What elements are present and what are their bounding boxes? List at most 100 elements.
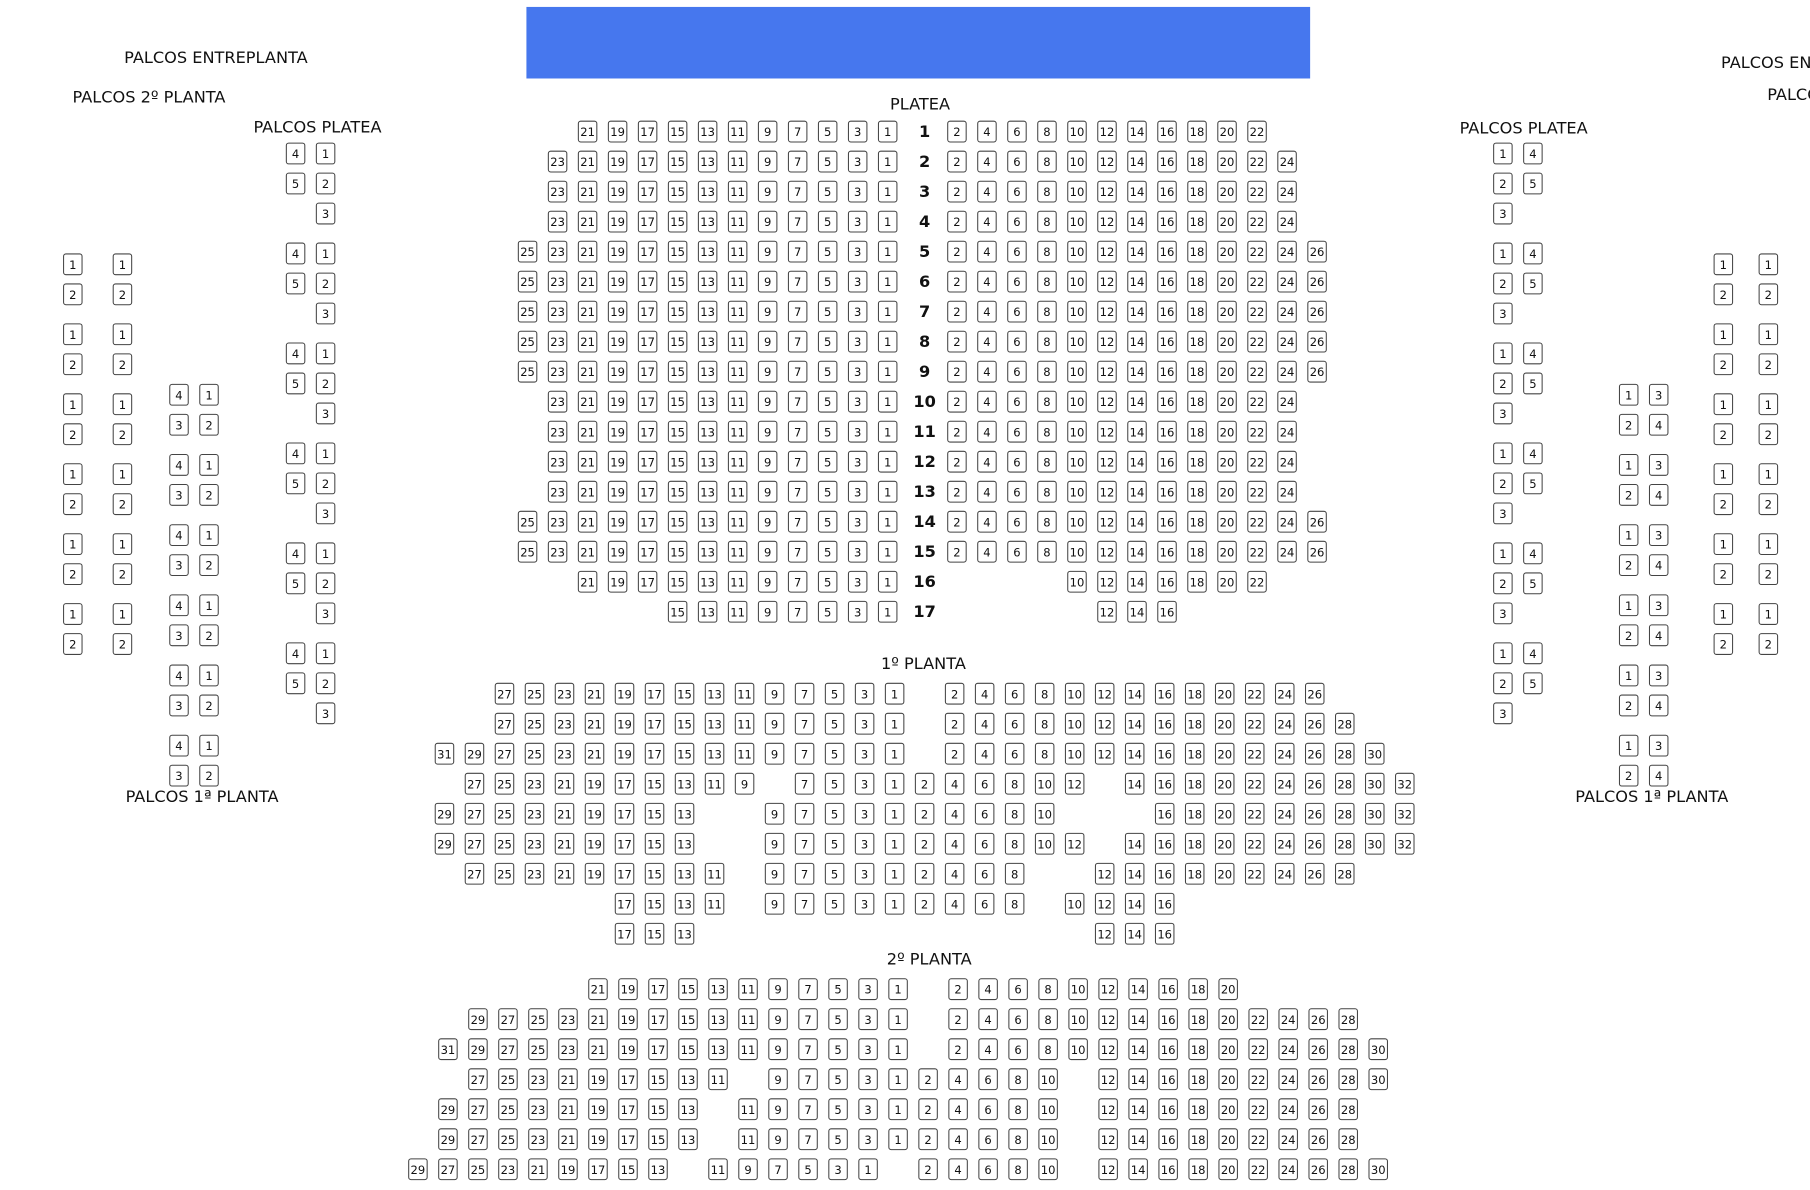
seat-box[interactable] <box>817 150 838 173</box>
seat-box[interactable] <box>1127 540 1147 563</box>
seat-box[interactable] <box>1277 210 1297 233</box>
seat-box[interactable] <box>547 180 568 203</box>
seat-box[interactable] <box>787 570 808 593</box>
seat-box[interactable] <box>1097 240 1117 263</box>
seat-box[interactable] <box>1097 270 1117 293</box>
seat-box[interactable] <box>667 240 688 263</box>
seat-box[interactable] <box>697 180 718 203</box>
seat-box[interactable] <box>547 420 568 443</box>
seat-box[interactable] <box>1277 300 1297 323</box>
seat-box[interactable] <box>877 180 898 203</box>
seat-box[interactable] <box>877 510 898 533</box>
seat-box[interactable] <box>787 150 808 173</box>
seat-box[interactable] <box>817 180 838 203</box>
seat-box[interactable] <box>1277 180 1297 203</box>
seat-box[interactable] <box>547 450 568 473</box>
seat-box[interactable] <box>1247 360 1267 383</box>
seat-box[interactable] <box>1037 540 1057 563</box>
seat-box[interactable] <box>667 270 688 293</box>
seat-box[interactable] <box>1157 330 1177 353</box>
seat-box[interactable] <box>547 270 568 293</box>
seat-box[interactable] <box>577 570 598 593</box>
seat-box[interactable] <box>517 300 538 323</box>
seat-box[interactable] <box>947 420 967 443</box>
seat-box[interactable] <box>877 240 898 263</box>
seat-box[interactable] <box>1067 480 1087 503</box>
seat-box[interactable] <box>1277 510 1297 533</box>
seat-box[interactable] <box>727 450 748 473</box>
seat-box[interactable] <box>697 480 718 503</box>
seat-box[interactable] <box>697 150 718 173</box>
seat-box[interactable] <box>1067 510 1087 533</box>
seat-box[interactable] <box>1187 240 1207 263</box>
seat-box[interactable] <box>1067 240 1087 263</box>
seat-box[interactable] <box>1217 420 1237 443</box>
seat-box[interactable] <box>877 420 898 443</box>
seat-box[interactable] <box>757 570 778 593</box>
seat-box[interactable] <box>1187 120 1207 143</box>
seat-box[interactable] <box>727 150 748 173</box>
seat-box[interactable] <box>667 120 688 143</box>
seat-box[interactable] <box>547 300 568 323</box>
seat-box[interactable] <box>817 360 838 383</box>
seat-box[interactable] <box>607 540 628 563</box>
seat-box[interactable] <box>667 570 688 593</box>
seat-box[interactable] <box>1067 360 1087 383</box>
seat-box[interactable] <box>1217 540 1237 563</box>
seat-box[interactable] <box>1217 480 1237 503</box>
seat-box[interactable] <box>577 510 598 533</box>
seat-box[interactable] <box>577 180 598 203</box>
seat-box[interactable] <box>847 390 868 413</box>
seat-box[interactable] <box>697 210 718 233</box>
seat-box[interactable] <box>877 330 898 353</box>
seat-box[interactable] <box>1277 240 1297 263</box>
seat-box[interactable] <box>577 240 598 263</box>
seat-box[interactable] <box>1247 390 1267 413</box>
seat-box[interactable] <box>547 390 568 413</box>
seat-box[interactable] <box>1157 390 1177 413</box>
seat-box[interactable] <box>1247 180 1267 203</box>
seat-box[interactable] <box>1127 150 1147 173</box>
seat-box[interactable] <box>1277 270 1297 293</box>
seat-box[interactable] <box>1007 510 1027 533</box>
seat-box[interactable] <box>787 420 808 443</box>
seat-box[interactable] <box>1247 480 1267 503</box>
seat-box[interactable] <box>757 540 778 563</box>
seat-box[interactable] <box>1217 510 1237 533</box>
seat-box[interactable] <box>977 450 997 473</box>
seat-box[interactable] <box>1157 540 1177 563</box>
seat-box[interactable] <box>667 480 688 503</box>
seat-box[interactable] <box>1127 450 1147 473</box>
seat-box[interactable] <box>1187 270 1207 293</box>
seat-box[interactable] <box>757 300 778 323</box>
seat-box[interactable] <box>977 270 997 293</box>
seat-box[interactable] <box>607 180 628 203</box>
seat-box[interactable] <box>517 540 538 563</box>
seat-box[interactable] <box>637 450 658 473</box>
seat-box[interactable] <box>1007 240 1027 263</box>
seat-box[interactable] <box>637 120 658 143</box>
seat-box[interactable] <box>1187 540 1207 563</box>
seat-box[interactable] <box>667 360 688 383</box>
seat-box[interactable] <box>1217 330 1237 353</box>
seat-box[interactable] <box>697 540 718 563</box>
seat-box[interactable] <box>757 480 778 503</box>
seat-box[interactable] <box>1307 240 1327 263</box>
seat-box[interactable] <box>667 300 688 323</box>
seat-box[interactable] <box>947 540 967 563</box>
seat-box[interactable] <box>757 150 778 173</box>
seat-box[interactable] <box>1187 150 1207 173</box>
seat-box[interactable] <box>1157 420 1177 443</box>
seat-box[interactable] <box>757 240 778 263</box>
seat-box[interactable] <box>667 180 688 203</box>
seat-box[interactable] <box>727 120 748 143</box>
seat-box[interactable] <box>947 240 967 263</box>
seat-box[interactable] <box>517 510 538 533</box>
seat-box[interactable] <box>1097 480 1117 503</box>
seat-box[interactable] <box>1037 420 1057 443</box>
seat-box[interactable] <box>757 450 778 473</box>
seat-box[interactable] <box>817 510 838 533</box>
seat-box[interactable] <box>977 120 997 143</box>
seat-box[interactable] <box>1157 240 1177 263</box>
seat-box[interactable] <box>607 420 628 443</box>
